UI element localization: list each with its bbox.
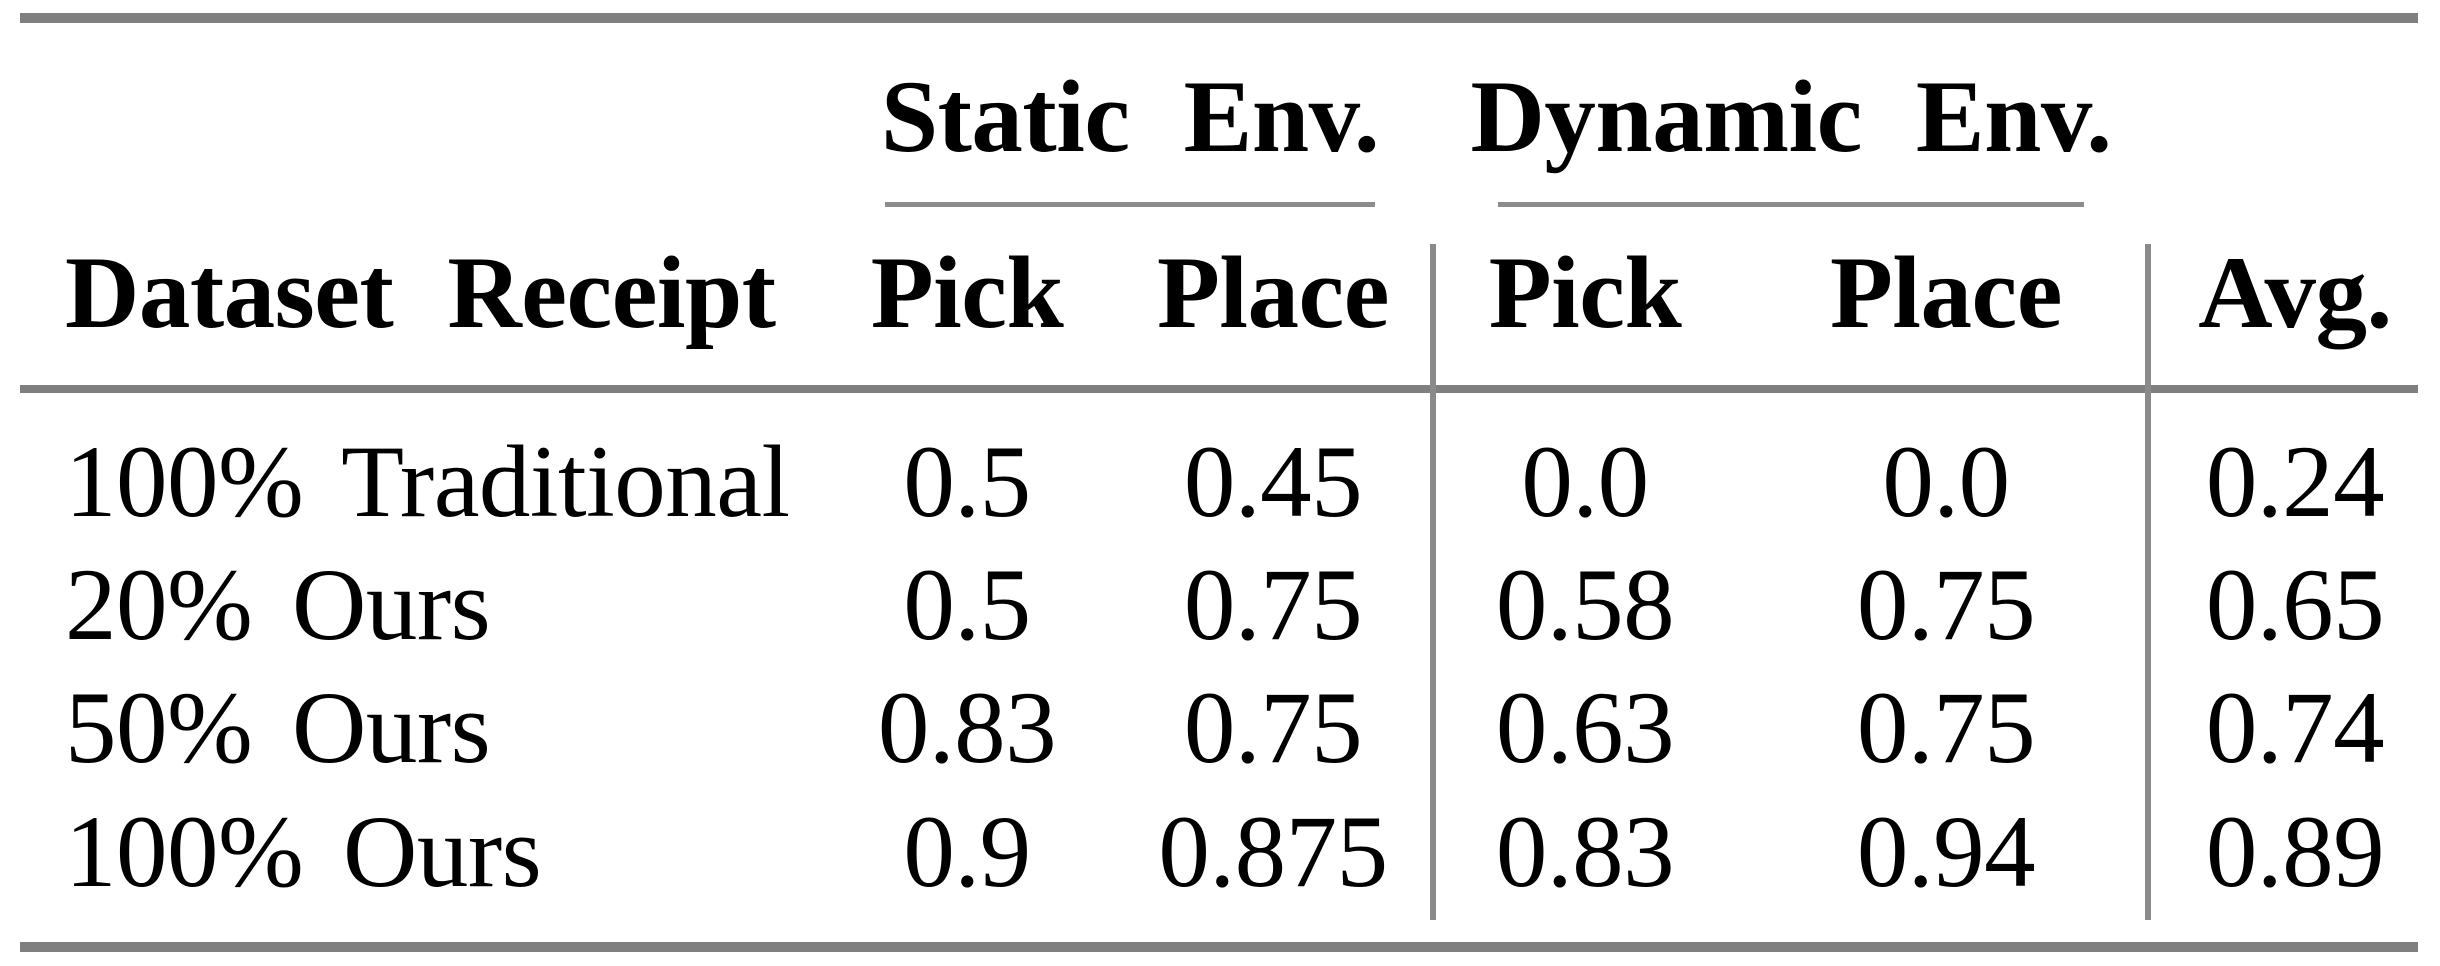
header-rule — [20, 385, 2418, 393]
cell-value: 0.0 — [1521, 425, 1649, 539]
cell-value: 0.75 — [1856, 671, 2036, 785]
column-separator-avg — [2145, 244, 2151, 920]
header-cell-static-place: Place — [1157, 236, 1389, 350]
cmidrule-dynamic-env — [1498, 202, 2084, 207]
column-separator-static-dynamic — [1430, 244, 1436, 920]
cell-value: 0.75 — [1183, 671, 1363, 785]
cell-value: 0.24 — [2205, 425, 2385, 539]
cell-value: 0.0 — [1882, 425, 2010, 539]
group-header-static-env: Static Env. — [880, 60, 1380, 174]
cell-value: 0.9 — [903, 795, 1031, 909]
header-cell-dynamic-pick: Pick — [1488, 236, 1682, 350]
cell-value: 0.94 — [1856, 795, 2036, 909]
cell-value: 0.75 — [1183, 548, 1363, 662]
cell-value: 0.75 — [1856, 548, 2036, 662]
row-label: 50% Ours — [65, 671, 491, 785]
top-rule — [20, 13, 2418, 23]
row-label: 100% Ours — [65, 795, 542, 909]
header-cell-dataset-receipt: Dataset Receipt — [65, 236, 776, 350]
cell-value: 0.83 — [1495, 795, 1675, 909]
cell-value: 0.45 — [1183, 425, 1363, 539]
cell-value: 0.5 — [903, 548, 1031, 662]
cell-value: 0.63 — [1495, 671, 1675, 785]
cell-value: 0.58 — [1495, 548, 1675, 662]
header-cell-avg: Avg. — [2198, 236, 2392, 350]
header-cell-static-pick: Pick — [870, 236, 1064, 350]
cell-value: 0.74 — [2205, 671, 2385, 785]
row-label: 100% Traditional — [65, 425, 790, 539]
row-label: 20% Ours — [65, 548, 491, 662]
bottom-rule — [20, 942, 2418, 952]
header-cell-dynamic-place: Place — [1830, 236, 2062, 350]
cell-value: 0.89 — [2205, 795, 2385, 909]
cell-value: 0.83 — [877, 671, 1057, 785]
cell-value: 0.5 — [903, 425, 1031, 539]
group-header-dynamic-env: Dynamic Env. — [1470, 60, 2112, 174]
cell-value: 0.65 — [2205, 548, 2385, 662]
cmidrule-static-env — [885, 202, 1375, 207]
cell-value: 0.875 — [1158, 795, 1388, 909]
